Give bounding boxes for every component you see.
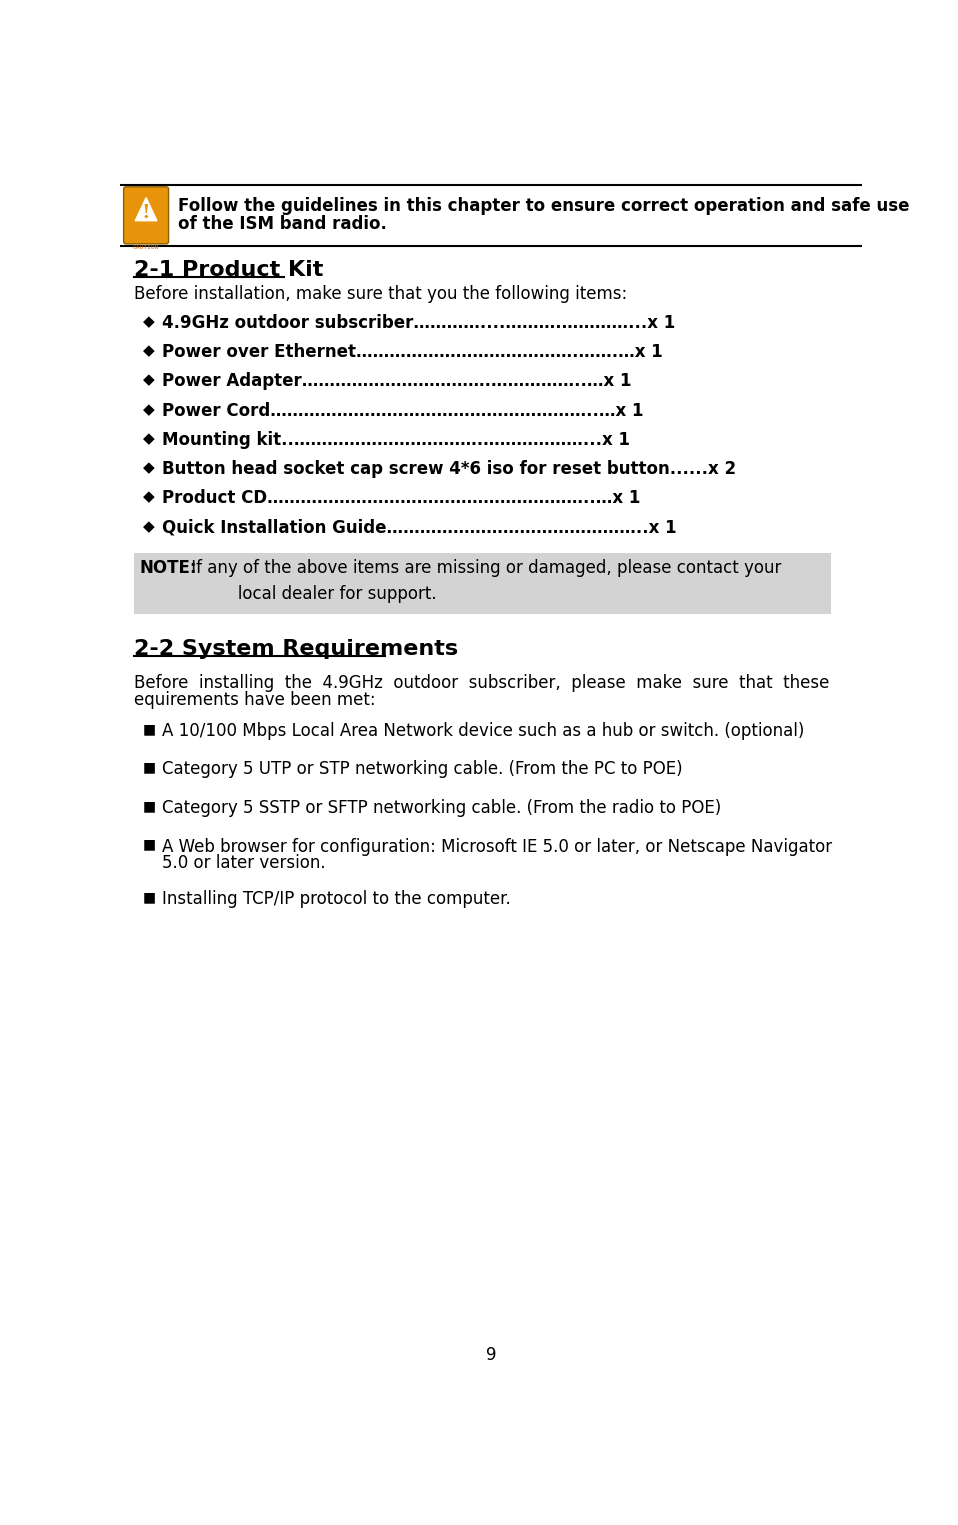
Text: A 10/100 Mbps Local Area Network device such as a hub or switch. (optional): A 10/100 Mbps Local Area Network device …: [162, 721, 805, 740]
Text: ■: ■: [143, 761, 156, 775]
Text: Power Cord…………………………………………………..…x 1: Power Cord…………………………………………………..…x 1: [162, 401, 644, 419]
Text: 9: 9: [486, 1345, 496, 1363]
FancyBboxPatch shape: [124, 188, 169, 244]
Text: ■: ■: [143, 837, 156, 851]
Text: ◆: ◆: [144, 518, 155, 534]
FancyBboxPatch shape: [134, 552, 832, 615]
Text: of the ISM band radio.: of the ISM band radio.: [178, 215, 387, 233]
Text: Installing TCP/IP protocol to the computer.: Installing TCP/IP protocol to the comput…: [162, 891, 512, 907]
Text: NOTE:: NOTE:: [139, 558, 196, 576]
Text: ■: ■: [143, 799, 156, 813]
Text: Category 5 SSTP or SFTP networking cable. (From the radio to POE): Category 5 SSTP or SFTP networking cable…: [162, 799, 721, 817]
Text: ◆: ◆: [144, 461, 155, 476]
Text: A Web browser for configuration: Microsoft IE 5.0 or later, or Netscape Navigato: A Web browser for configuration: Microso…: [162, 837, 833, 856]
Text: ◆: ◆: [144, 343, 155, 358]
Text: !: !: [142, 204, 150, 223]
Text: Before  installing  the  4.9GHz  outdoor  subscriber,  please  make  sure  that : Before installing the 4.9GHz outdoor sub…: [134, 674, 829, 692]
Text: ■: ■: [143, 891, 156, 904]
Text: Quick Installation Guide………………………………………..x 1: Quick Installation Guide……………………………………….…: [162, 518, 677, 537]
Text: 2-2 System Requirements: 2-2 System Requirements: [134, 639, 458, 659]
Text: ◆: ◆: [144, 401, 155, 416]
Text: Category 5 UTP or STP networking cable. (From the PC to POE): Category 5 UTP or STP networking cable. …: [162, 761, 683, 778]
Text: Before installation, make sure that you the following items:: Before installation, make sure that you …: [134, 285, 627, 302]
Text: Mounting kit..…………………………….………………...x 1: Mounting kit..…………………………….………………...x 1: [162, 432, 630, 448]
Text: Button head socket cap screw 4*6 iso for reset button......x 2: Button head socket cap screw 4*6 iso for…: [162, 461, 737, 479]
Text: Power Adapter…………………………….……………..…x 1: Power Adapter…………………………….……………..…x 1: [162, 372, 632, 390]
Text: 4.9GHz outdoor subscriber…………....……….…………...x 1: 4.9GHz outdoor subscriber…………....……….…………: [162, 314, 675, 332]
Text: CAUTION: CAUTION: [133, 244, 159, 250]
Text: equirements have been met:: equirements have been met:: [134, 691, 376, 709]
Text: ◆: ◆: [144, 490, 155, 505]
Text: ◆: ◆: [144, 314, 155, 329]
Text: If any of the above items are missing or damaged, please contact your: If any of the above items are missing or…: [186, 558, 781, 576]
Text: ◆: ◆: [144, 372, 155, 387]
Text: Follow the guidelines in this chapter to ensure correct operation and safe use: Follow the guidelines in this chapter to…: [178, 197, 909, 215]
Text: ◆: ◆: [144, 432, 155, 445]
Text: 2-1 Product Kit: 2-1 Product Kit: [134, 259, 323, 281]
Text: ■: ■: [143, 721, 156, 737]
Text: local dealer for support.: local dealer for support.: [201, 586, 437, 602]
Text: 5.0 or later version.: 5.0 or later version.: [162, 854, 326, 872]
Text: Product CD…………………………………………………..…x 1: Product CD…………………………………………………..…x 1: [162, 490, 641, 508]
Polygon shape: [135, 198, 157, 221]
Text: Power over Ethernet………………………………….…….…x 1: Power over Ethernet………………………………….…….…x 1: [162, 343, 663, 361]
